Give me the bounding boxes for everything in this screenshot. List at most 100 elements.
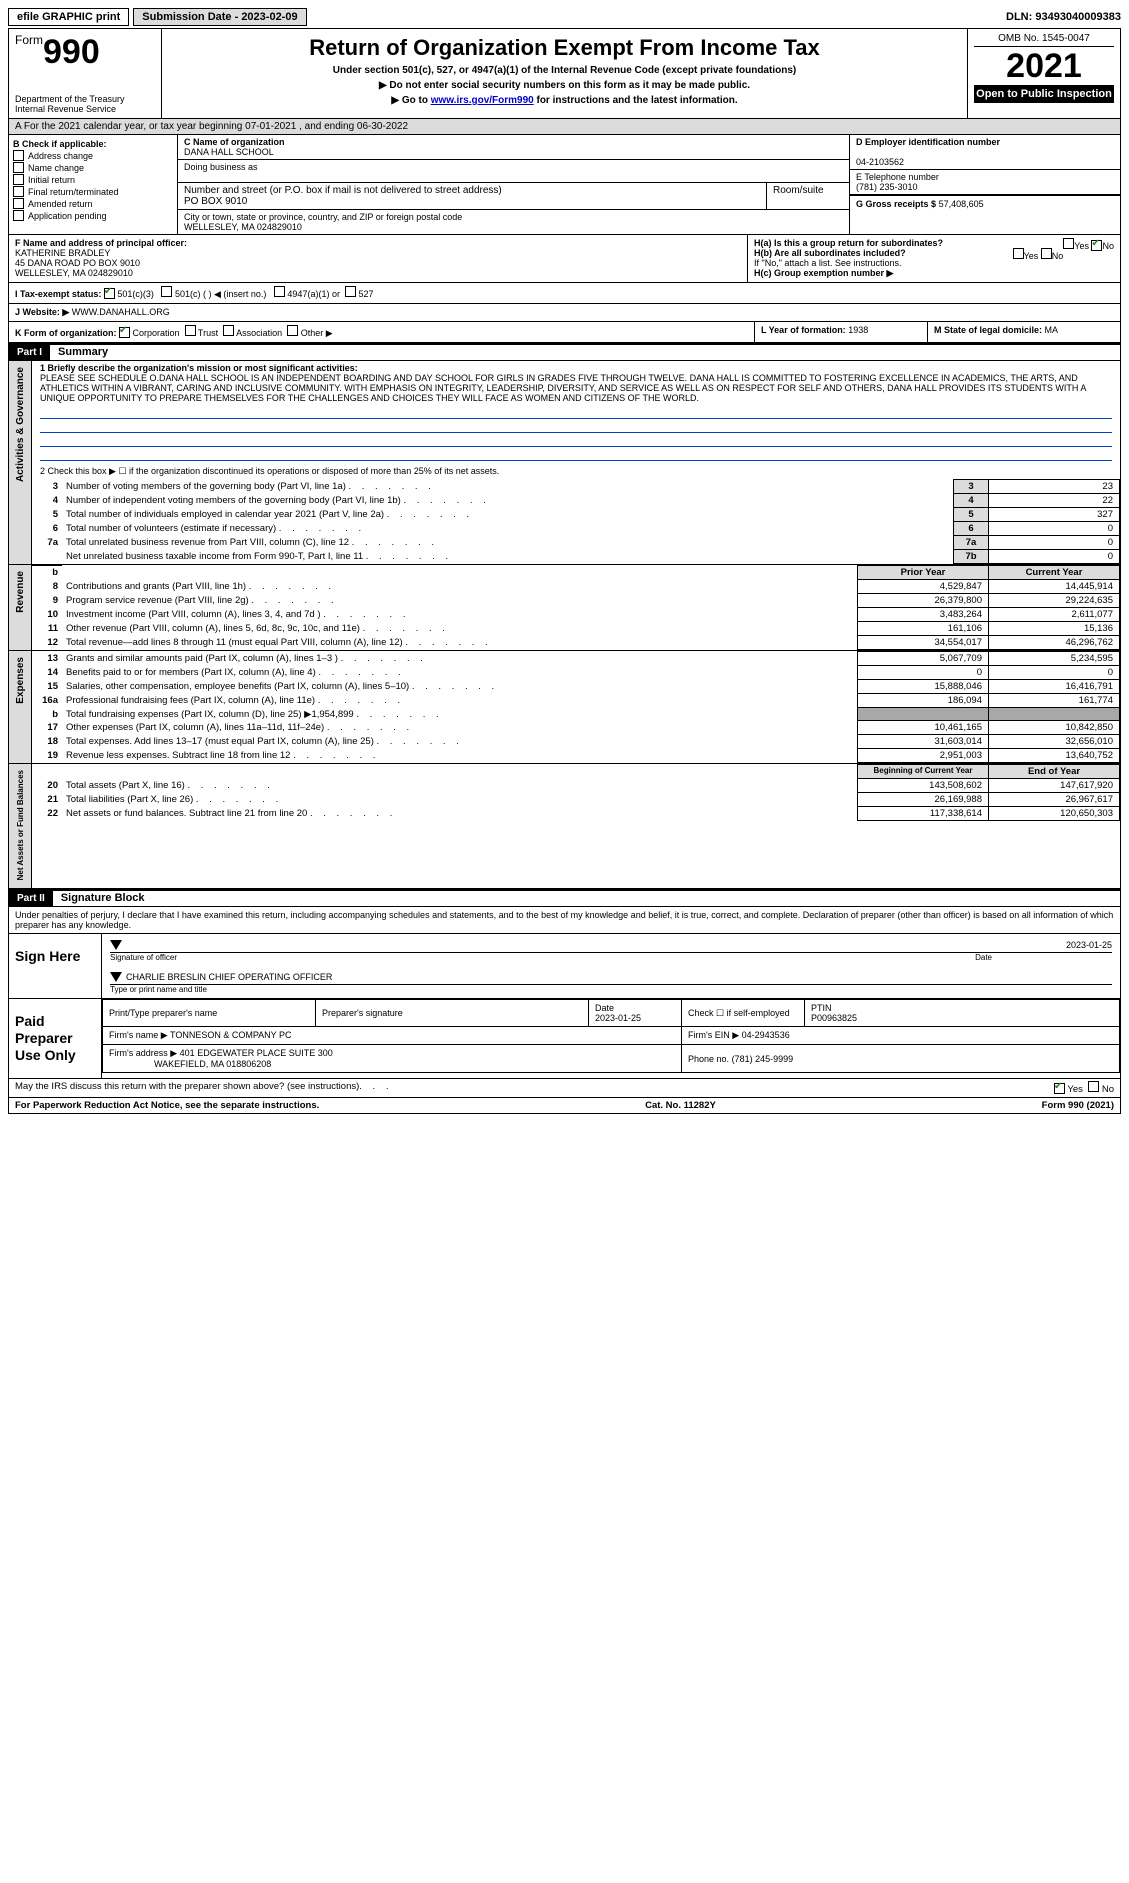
line-num: 4 [32,494,62,508]
boxb-checkbox[interactable] [13,198,24,209]
sig-arrow-icon [110,940,122,950]
boxb-checkbox[interactable] [13,162,24,173]
ha-label: H(a) Is this a group return for subordin… [754,238,943,248]
prior-val: 31,603,014 [858,735,989,749]
year-formation: 1938 [848,325,868,335]
irs-label: Internal Revenue Service [15,104,155,114]
officer-addr2: WELLESLEY, MA 024829010 [15,268,133,278]
prior-val: 34,554,017 [858,636,989,650]
ha-yes-checkbox[interactable] [1063,238,1074,249]
end-val: 120,650,303 [989,807,1120,821]
4947-checkbox[interactable] [274,286,285,297]
line-box: 7b [954,550,989,564]
line-num: 20 [32,779,62,793]
discuss-yes-checkbox[interactable] [1054,1083,1065,1094]
line-desc: Total fundraising expenses (Part IX, col… [62,708,858,721]
part1-tag: Part I [9,345,50,360]
tab-netassets: Net Assets or Fund Balances [16,764,25,886]
line-desc: Program service revenue (Part VIII, line… [62,594,858,608]
cur-val: 10,842,850 [989,721,1120,735]
ptin-value: P00963825 [811,1013,857,1023]
boxb-checkbox[interactable] [13,186,24,197]
paid-preparer-label: Paid Preparer Use Only [9,999,102,1077]
line-desc: Total assets (Part X, line 16) . . . . .… [62,779,858,793]
form-subtitle-1: Under section 501(c), 527, or 4947(a)(1)… [168,65,961,76]
cur-val [989,708,1120,721]
assoc-checkbox[interactable] [223,325,234,336]
discuss-question: May the IRS discuss this return with the… [15,1081,359,1095]
line-desc: Contributions and grants (Part VIII, lin… [62,580,858,594]
other-checkbox[interactable] [287,325,298,336]
boxb-checkbox[interactable] [13,174,24,185]
corp-checkbox[interactable] [119,327,130,338]
sig-arrow-icon-2 [110,972,122,982]
501c-checkbox[interactable] [161,286,172,297]
hb-yes-checkbox[interactable] [1013,248,1024,259]
addr-label: Number and street (or P.O. box if mail i… [184,185,502,196]
line-val: 327 [989,508,1120,522]
line-desc: Total expenses. Add lines 13–17 (must eq… [62,735,858,749]
firm-name: TONNESON & COMPANY PC [170,1030,292,1040]
boxb-checkbox[interactable] [13,150,24,161]
hb-no-checkbox[interactable] [1041,248,1052,259]
officer-typed-name: CHARLIE BRESLIN CHIEF OPERATING OFFICER [126,972,332,982]
ha-no-checkbox[interactable] [1091,240,1102,251]
prior-val: 3,483,264 [858,608,989,622]
hb-label: H(b) Are all subordinates included? [754,248,906,258]
cur-val: 2,611,077 [989,608,1120,622]
mission-body: PLEASE SEE SCHEDULE O.DANA HALL SCHOOL I… [40,373,1112,403]
line-num: 7a [32,536,62,550]
irs-link[interactable]: www.irs.gov/Form990 [431,95,534,106]
officer-addr1: 45 DANA ROAD PO BOX 9010 [15,258,140,268]
pp-sig-label: Preparer's signature [322,1008,403,1018]
line-desc: Number of independent voting members of … [62,494,954,508]
line-desc: Total liabilities (Part X, line 26) . . … [62,793,858,807]
boxb-label: Amended return [28,199,93,209]
prior-val [858,708,989,721]
501c3-checkbox[interactable] [104,288,115,299]
trust-checkbox[interactable] [185,325,196,336]
line-desc: Number of voting members of the governin… [62,480,954,494]
line-val: 0 [989,550,1120,564]
cur-val: 29,224,635 [989,594,1120,608]
org-city: WELLESLEY, MA 024829010 [184,222,302,232]
room-label: Room/suite [767,183,849,209]
527-checkbox[interactable] [345,286,356,297]
line-2: 2 Check this box ▶ ☐ if the organization… [32,464,1120,479]
gross-receipts: 57,408,605 [939,199,984,209]
boxb-checkbox[interactable] [13,210,24,221]
hdr-beginning: Beginning of Current Year [858,765,989,779]
hc-label: H(c) Group exemption number ▶ [754,268,1114,279]
line-num: 16a [32,694,62,708]
tax-year: 2021 [974,49,1114,83]
tab-expenses: Expenses [15,651,26,710]
box-b-header: B Check if applicable: [13,139,173,149]
line-desc: Revenue less expenses. Subtract line 18 … [62,749,858,763]
discuss-no-checkbox[interactable] [1088,1081,1099,1092]
prior-val: 26,379,800 [858,594,989,608]
firm-phone: (781) 245-9999 [732,1054,794,1064]
line-num: 10 [32,608,62,622]
line-desc: Grants and similar amounts paid (Part IX… [62,652,858,666]
firm-ein-label: Firm's EIN ▶ [688,1030,739,1040]
boxb-label: Address change [28,151,93,161]
city-label: City or town, state or province, country… [184,212,462,222]
line-box: 6 [954,522,989,536]
line-num: 8 [32,580,62,594]
cur-val: 32,656,010 [989,735,1120,749]
box-e-label: E Telephone number [856,172,939,182]
pp-date-label: Date [595,1003,614,1013]
line-val: 0 [989,536,1120,550]
form-label: Form [15,33,43,47]
line-val: 22 [989,494,1120,508]
cat-no: Cat. No. 11282Y [645,1100,716,1111]
line-val: 23 [989,480,1120,494]
firm-ein: 04-2943536 [742,1030,790,1040]
firm-addr-label: Firm's address ▶ [109,1048,177,1058]
line-desc: Total unrelated business revenue from Pa… [62,536,954,550]
part2-title: Signature Block [53,890,153,906]
sig-date: 2023-01-25 [1066,940,1112,950]
line-desc: Other expenses (Part IX, column (A), lin… [62,721,858,735]
line-desc: Benefits paid to or for members (Part IX… [62,666,858,680]
line-num: 11 [32,622,62,636]
